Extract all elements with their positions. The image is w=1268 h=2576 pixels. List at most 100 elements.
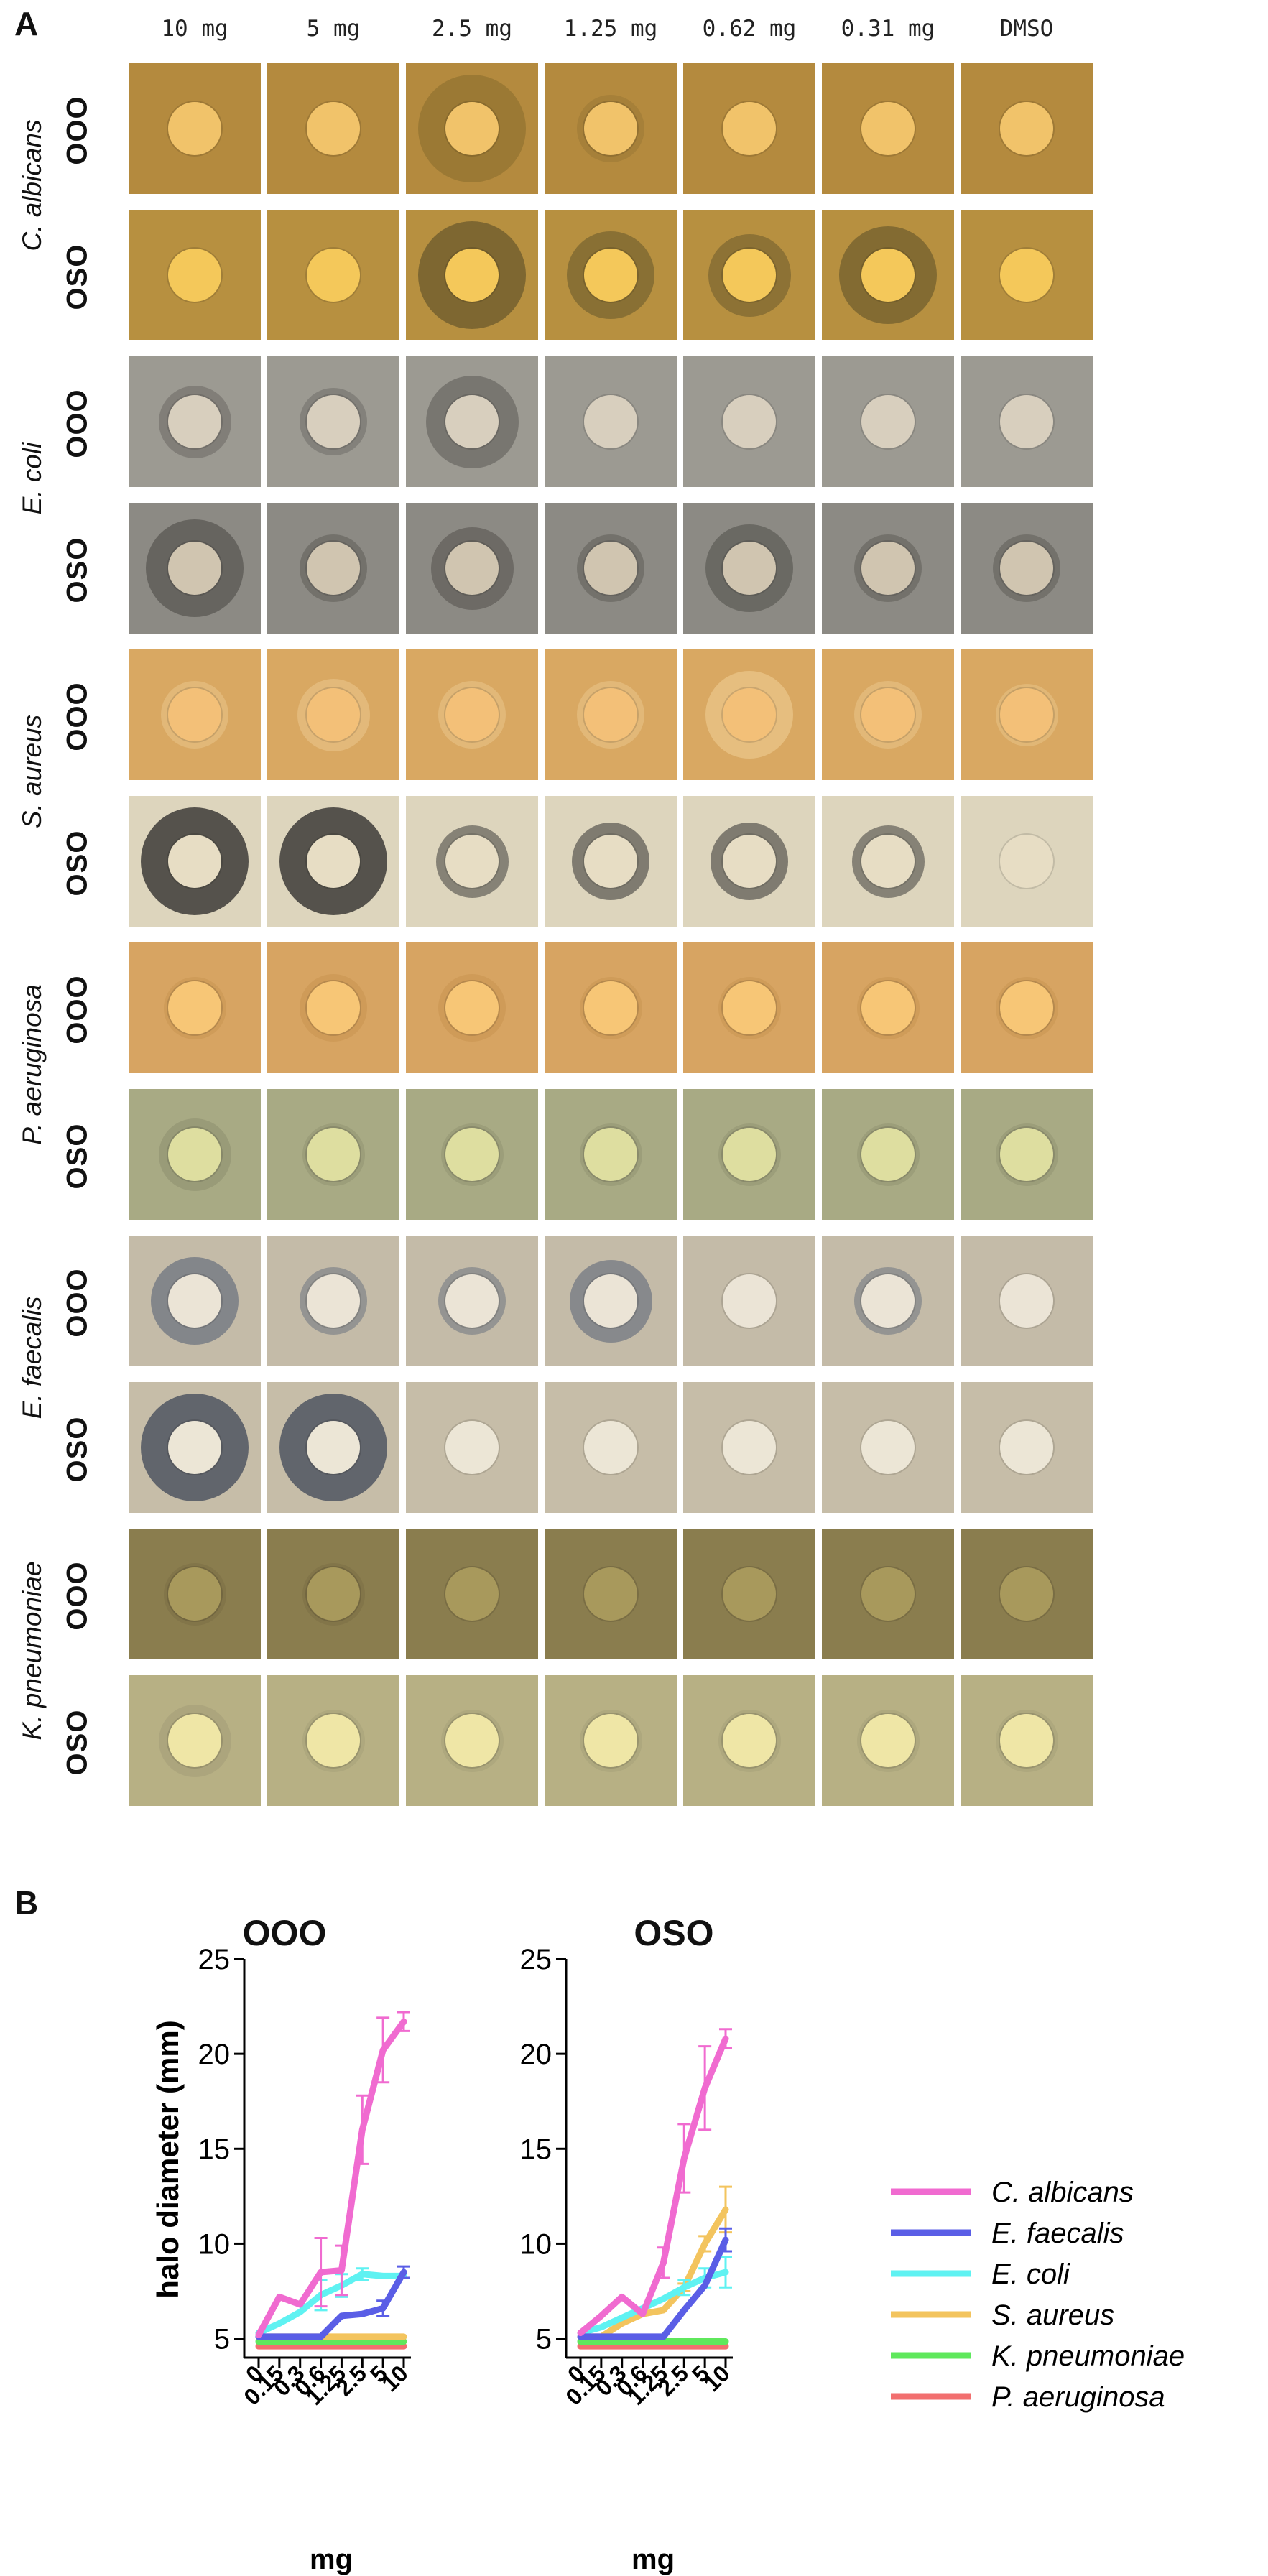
plate-cell-s-aureus-oso bbox=[961, 796, 1093, 927]
paper-disc bbox=[307, 395, 360, 448]
plate-cell-c-albicans-ooo bbox=[683, 63, 815, 194]
plate-cell-k-pneumoniae-oso bbox=[406, 1675, 538, 1806]
y-tick-label: 15 bbox=[520, 2133, 552, 2165]
plate-cell-e-coli-oso bbox=[961, 503, 1093, 634]
paper-disc bbox=[723, 395, 776, 448]
paper-disc bbox=[861, 835, 915, 888]
paper-disc bbox=[723, 835, 776, 888]
y-tick-label: 5 bbox=[536, 2324, 552, 2355]
paper-disc bbox=[307, 102, 360, 155]
plate-cell-k-pneumoniae-oso bbox=[683, 1675, 815, 1806]
plate-cell-c-albicans-oso bbox=[267, 210, 399, 340]
plate-cell-e-coli-ooo bbox=[545, 356, 677, 487]
plate-cell-c-albicans-oso bbox=[406, 210, 538, 340]
panel-label-a: A bbox=[14, 5, 39, 42]
paper-disc bbox=[1000, 1714, 1053, 1767]
paper-disc bbox=[861, 542, 915, 595]
paper-disc bbox=[1000, 1128, 1053, 1181]
paper-disc bbox=[584, 102, 637, 155]
treatment-label-ooo: OOO bbox=[61, 682, 93, 751]
plate-cell-e-coli-ooo bbox=[129, 356, 261, 487]
series-line bbox=[255, 2269, 407, 2340]
paper-disc bbox=[723, 981, 776, 1034]
paper-disc bbox=[168, 1274, 221, 1328]
paper-disc bbox=[168, 102, 221, 155]
paper-disc bbox=[307, 542, 360, 595]
concentration-label: 10 mg bbox=[161, 16, 228, 42]
paper-disc bbox=[584, 981, 637, 1034]
paper-disc bbox=[307, 1274, 360, 1328]
species-label-e-coli: E. coli bbox=[17, 442, 47, 515]
plate-cell-k-pneumoniae-oso bbox=[961, 1675, 1093, 1806]
paper-disc bbox=[307, 688, 360, 741]
treatment-label-ooo: OOO bbox=[61, 1561, 93, 1631]
plate-cell-e-coli-ooo bbox=[961, 356, 1093, 487]
paper-disc bbox=[584, 395, 637, 448]
plate-cell-k-pneumoniae-ooo bbox=[406, 1529, 538, 1659]
series-line bbox=[577, 2269, 729, 2337]
plate-cell-e-faecalis-oso bbox=[406, 1382, 538, 1513]
y-tick-label: 15 bbox=[198, 2133, 231, 2165]
plate-cell-c-albicans-ooo bbox=[406, 63, 538, 194]
x-axis-label: mg bbox=[310, 2544, 353, 2575]
plate-cell-c-albicans-ooo bbox=[545, 63, 677, 194]
plate-cell-s-aureus-oso bbox=[683, 796, 815, 927]
plate-cell-e-faecalis-ooo bbox=[406, 1236, 538, 1366]
plate-cell-s-aureus-oso bbox=[406, 796, 538, 927]
y-tick-label: 10 bbox=[198, 2228, 231, 2260]
plate-cell-e-coli-oso bbox=[545, 503, 677, 634]
concentration-label: 0.62 mg bbox=[702, 16, 797, 42]
plate-cell-s-aureus-ooo bbox=[545, 649, 677, 780]
plate-cell-s-aureus-oso bbox=[129, 796, 261, 927]
paper-disc bbox=[861, 395, 915, 448]
paper-disc bbox=[445, 395, 499, 448]
plate-cell-e-coli-oso bbox=[267, 503, 399, 634]
plate-cell-k-pneumoniae-ooo bbox=[267, 1529, 399, 1659]
plate-cell-c-albicans-oso bbox=[129, 210, 261, 340]
plate-cell-c-albicans-ooo bbox=[961, 63, 1093, 194]
plate-cell-e-coli-ooo bbox=[822, 356, 954, 487]
plate-cell-p-aeruginosa-oso bbox=[129, 1089, 261, 1220]
paper-disc bbox=[168, 835, 221, 888]
y-axis-label: halo diameter (mm) bbox=[151, 2020, 185, 2298]
concentration-label: 2.5 mg bbox=[432, 16, 512, 42]
paper-disc bbox=[168, 1421, 221, 1474]
plate-cell-k-pneumoniae-oso bbox=[267, 1675, 399, 1806]
chart-title-oso: OSO bbox=[634, 1913, 714, 1953]
treatment-label-ooo: OOO bbox=[61, 975, 93, 1044]
plate-cell-s-aureus-ooo bbox=[961, 649, 1093, 780]
plate-cell-c-albicans-oso bbox=[961, 210, 1093, 340]
plate-cell-e-faecalis-oso bbox=[961, 1382, 1093, 1513]
paper-disc bbox=[168, 1128, 221, 1181]
paper-disc bbox=[445, 1128, 499, 1181]
concentration-label: 0.31 mg bbox=[841, 16, 935, 42]
legend-label: E. faecalis bbox=[991, 2218, 1124, 2249]
paper-disc bbox=[723, 688, 776, 741]
paper-disc bbox=[584, 1567, 637, 1621]
plate-cell-p-aeruginosa-ooo bbox=[822, 942, 954, 1073]
species-label-c-albicans: C. albicans bbox=[17, 119, 47, 251]
treatment-label-oso: OSO bbox=[61, 1416, 93, 1483]
plate-cell-c-albicans-oso bbox=[822, 210, 954, 340]
plate-cell-s-aureus-oso bbox=[267, 796, 399, 927]
concentration-label: DMSO bbox=[999, 16, 1054, 42]
paper-disc bbox=[723, 542, 776, 595]
species-label-s-aureus: S. aureus bbox=[17, 714, 47, 829]
plate-cell-k-pneumoniae-oso bbox=[822, 1675, 954, 1806]
paper-disc bbox=[861, 102, 915, 155]
paper-disc bbox=[584, 1714, 637, 1767]
plate-cell-s-aureus-ooo bbox=[683, 649, 815, 780]
paper-disc bbox=[861, 1128, 915, 1181]
plate-cell-k-pneumoniae-oso bbox=[129, 1675, 261, 1806]
paper-disc bbox=[168, 1714, 221, 1767]
plate-cell-k-pneumoniae-ooo bbox=[545, 1529, 677, 1659]
plate-cell-e-coli-oso bbox=[406, 503, 538, 634]
plate-cell-s-aureus-oso bbox=[545, 796, 677, 927]
series-line bbox=[255, 2018, 407, 2338]
paper-disc bbox=[307, 1714, 360, 1767]
panel-label-b: B bbox=[14, 1884, 39, 1922]
treatment-label-ooo: OOO bbox=[61, 389, 93, 458]
paper-disc bbox=[1000, 542, 1053, 595]
plate-cell-p-aeruginosa-ooo bbox=[406, 942, 538, 1073]
